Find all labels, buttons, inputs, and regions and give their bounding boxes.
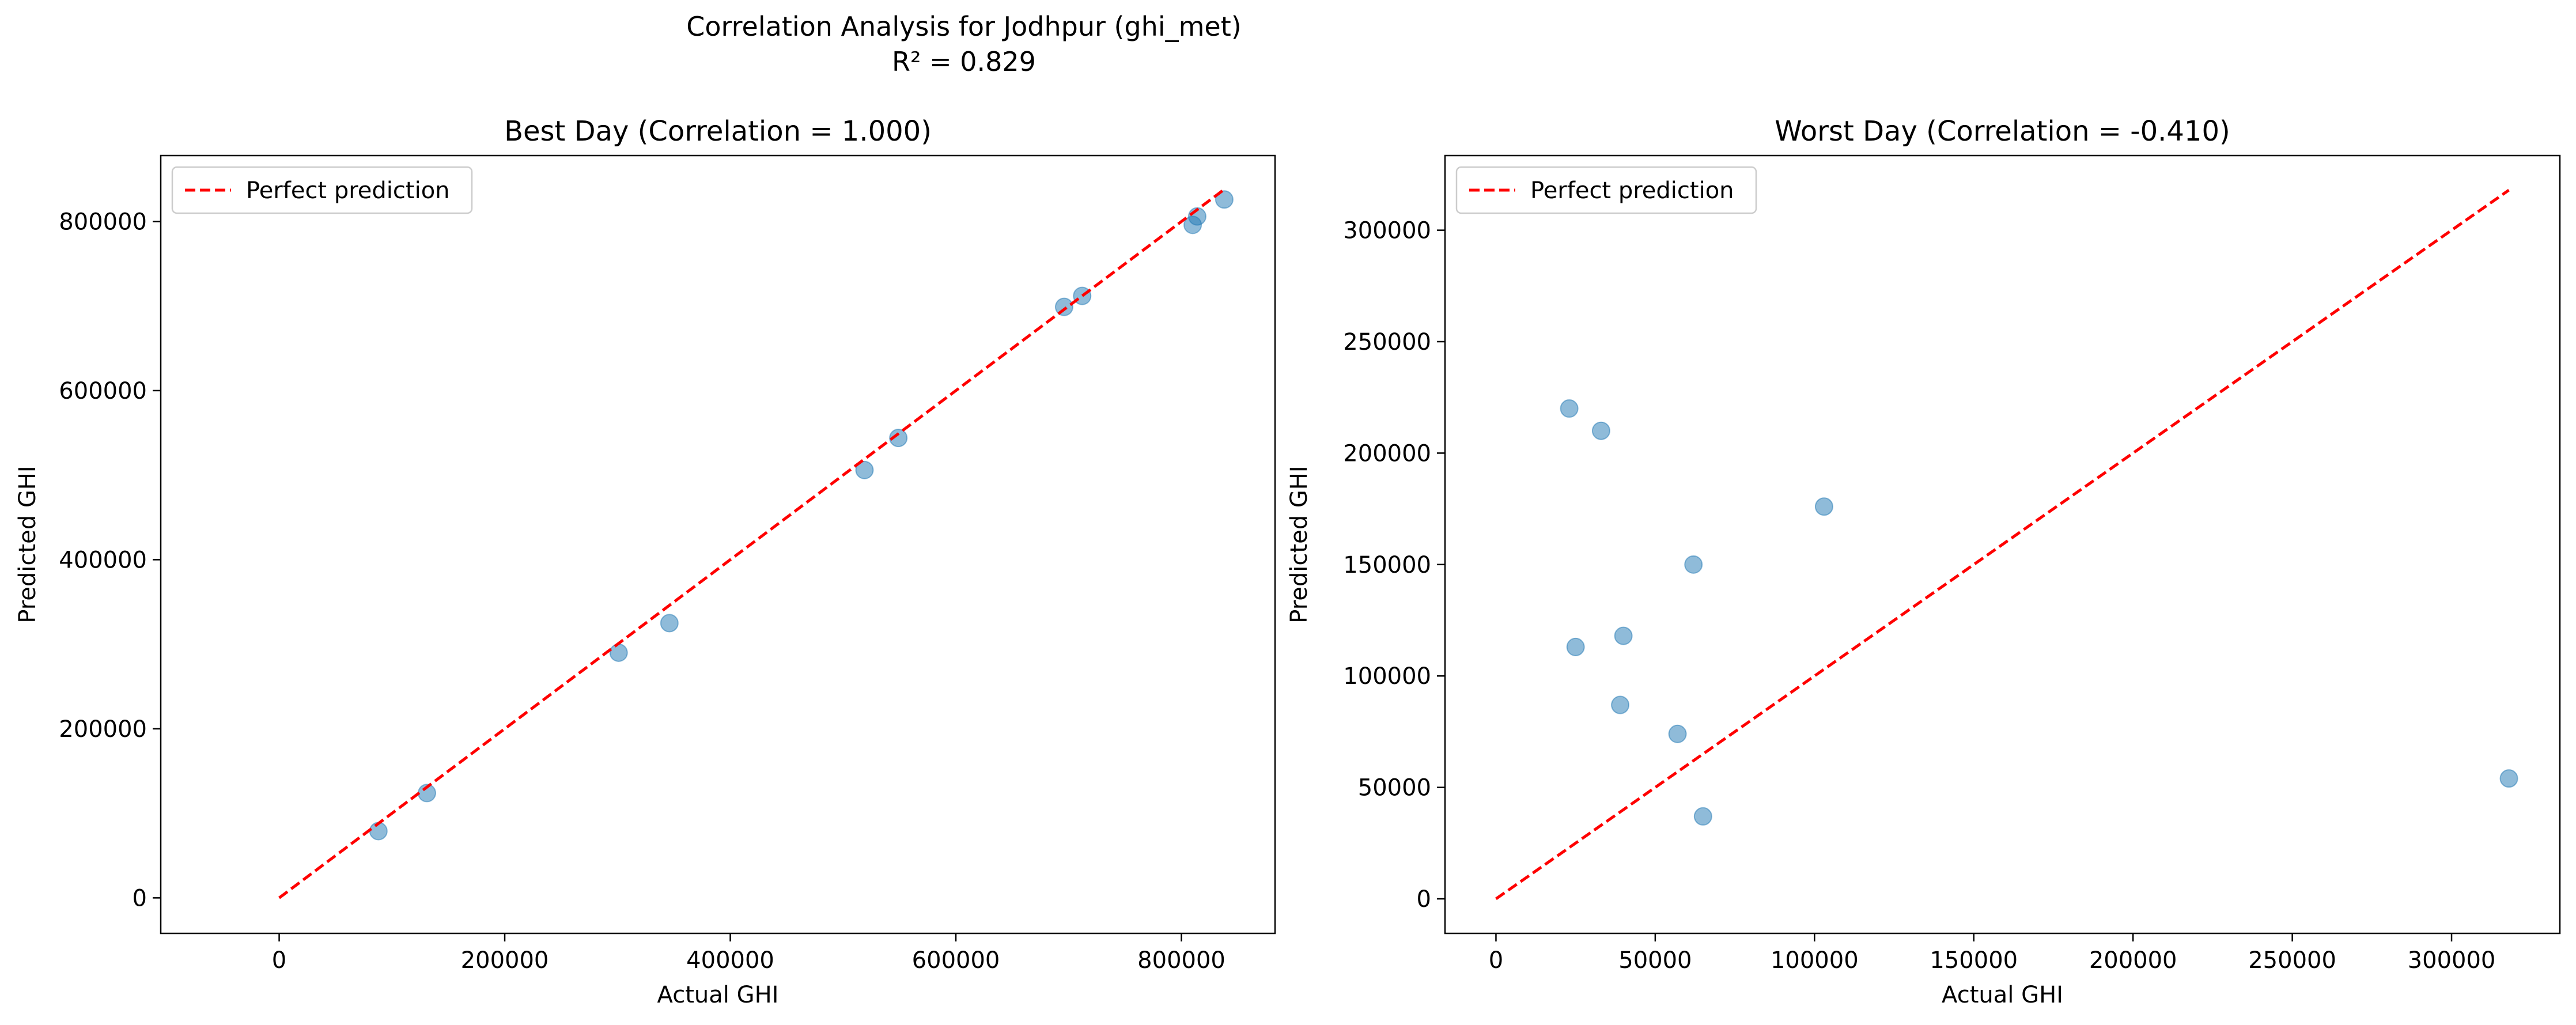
y-tick-label: 300000 xyxy=(1343,218,1431,244)
figure-title: Correlation Analysis for Jodhpur (ghi_me… xyxy=(686,11,1241,42)
y-tick-label: 250000 xyxy=(1343,329,1431,355)
x-tick-label: 200000 xyxy=(461,947,549,974)
scatter-point xyxy=(2499,769,2518,788)
scatter-point xyxy=(855,460,874,479)
y-tick-label: 600000 xyxy=(59,378,147,404)
legend: Perfect prediction xyxy=(1455,166,1757,214)
scatter-point xyxy=(1591,421,1610,440)
scatter-point xyxy=(1560,399,1579,418)
scatter-point xyxy=(889,429,908,448)
x-tick-label: 800000 xyxy=(1137,947,1225,974)
scatter-point xyxy=(660,614,679,633)
x-tick-label: 150000 xyxy=(1930,947,2018,974)
legend-label: Perfect prediction xyxy=(1530,177,1734,204)
y-tick-label: 400000 xyxy=(59,547,147,573)
scatter-point xyxy=(1611,695,1630,714)
perfect-prediction-line xyxy=(278,188,1225,899)
x-tick-label: 200000 xyxy=(2089,947,2177,974)
y-tick-label: 0 xyxy=(1417,886,1431,913)
y-tick-label: 150000 xyxy=(1343,552,1431,578)
legend-box xyxy=(171,166,473,214)
x-axis-label: Actual GHI xyxy=(1942,982,2063,1008)
scatter-point xyxy=(1566,637,1585,656)
y-tick-label: 200000 xyxy=(1343,440,1431,467)
perfect-prediction-line xyxy=(1495,188,2510,901)
x-tick-label: 250000 xyxy=(2248,947,2336,974)
y-tick-label: 100000 xyxy=(1343,663,1431,690)
x-tick-label: 0 xyxy=(1489,947,1503,974)
y-axis-label: Predicted GHI xyxy=(1286,466,1312,623)
x-tick-label: 0 xyxy=(272,947,286,974)
x-tick-label: 50000 xyxy=(1618,947,1692,974)
scatter-point xyxy=(1693,807,1712,826)
legend-box xyxy=(1455,166,1757,214)
x-tick-label: 100000 xyxy=(1771,947,1859,974)
x-tick-label: 600000 xyxy=(912,947,1000,974)
y-tick-label: 200000 xyxy=(59,716,147,743)
scatter-point xyxy=(609,643,628,662)
scatter-point xyxy=(1814,497,1833,516)
plot-frame xyxy=(1444,154,2561,935)
y-tick-label: 50000 xyxy=(1358,775,1431,801)
scatter-point xyxy=(1684,555,1703,574)
x-axis-label: Actual GHI xyxy=(657,982,779,1008)
panel-title: Worst Day (Correlation = -0.410) xyxy=(1775,115,2230,147)
worst-day-panel: Worst Day (Correlation = -0.410) 0 50000 10… xyxy=(1286,115,2561,1008)
legend: Perfect prediction xyxy=(171,166,473,214)
legend-label: Perfect prediction xyxy=(246,177,450,204)
x-tick-label: 400000 xyxy=(686,947,774,974)
scatter-point xyxy=(1668,724,1687,743)
y-axis-label: Predicted GHI xyxy=(14,466,41,623)
best-day-panel: Best Day (Correlation = 1.000) 0 200000 400… xyxy=(14,115,1276,1008)
plot-frame xyxy=(160,154,1276,935)
scatter-point xyxy=(1215,190,1234,209)
scatter-point xyxy=(1614,626,1633,645)
x-tick-label: 300000 xyxy=(2408,947,2496,974)
figure-subtitle: R² = 0.829 xyxy=(892,46,1036,77)
y-tick-label: 0 xyxy=(133,885,147,911)
panel-title: Best Day (Correlation = 1.000) xyxy=(504,115,932,147)
y-tick-label: 800000 xyxy=(59,209,147,235)
